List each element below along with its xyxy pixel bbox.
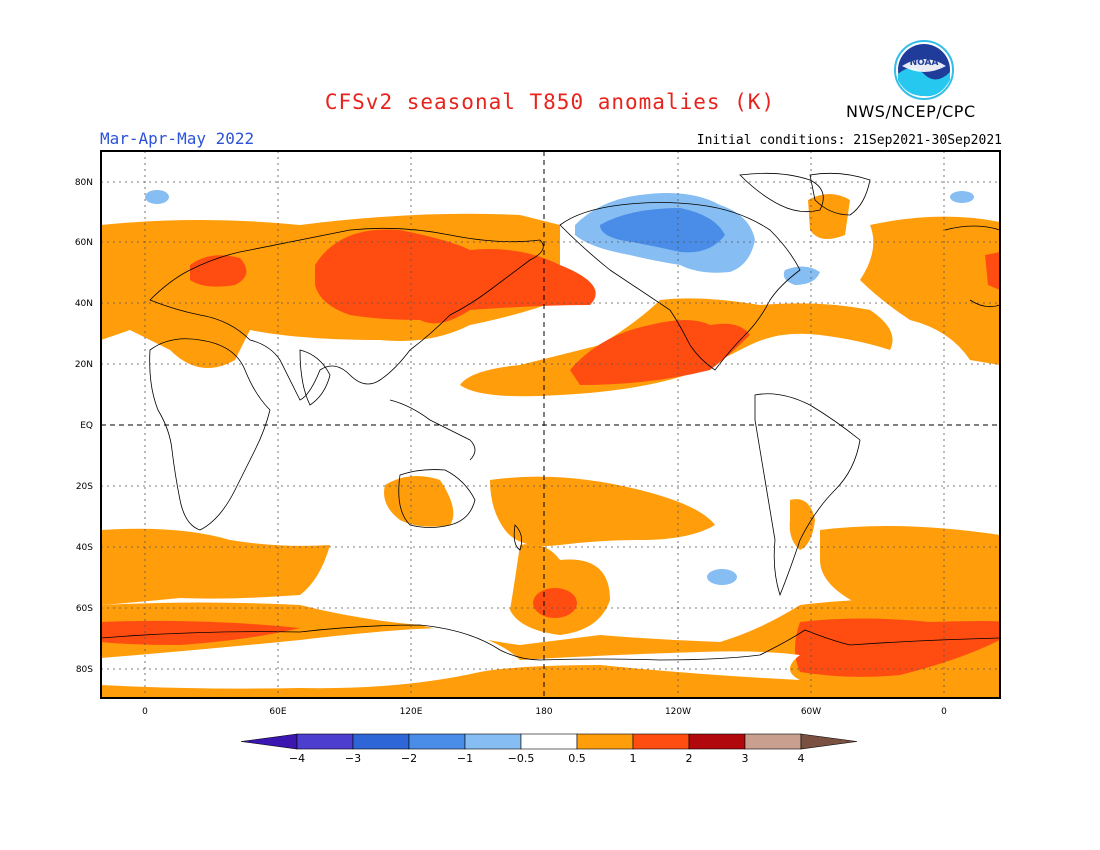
colorbar-label: −2	[401, 752, 417, 765]
colorbar-label: −3	[345, 752, 361, 765]
colorbar-label: 0.5	[568, 752, 586, 765]
colorbar-swatch	[744, 733, 802, 750]
forecast-period: Mar-Apr-May 2022	[100, 129, 255, 148]
reference-lines	[101, 151, 1000, 698]
colorbar: −4 −3 −2 −1 −0.5 0.5 1 2 3 4	[240, 733, 858, 765]
lon-label: 180	[535, 707, 552, 717]
lat-label: 60S	[76, 604, 93, 614]
lat-label: 20S	[76, 482, 93, 492]
lat-label: 80N	[75, 178, 93, 188]
colorbar-label: 1	[630, 752, 637, 765]
colorbar-swatch	[576, 733, 634, 750]
colorbar-swatch	[240, 733, 298, 750]
agency-label: NWS/NCEP/CPC	[846, 102, 976, 121]
coastlines	[101, 172, 1000, 661]
colorbar-label: 4	[798, 752, 805, 765]
graticule	[101, 151, 1000, 698]
lat-label: 20N	[75, 360, 93, 370]
lat-label: 40N	[75, 299, 93, 309]
colorbar-label: −1	[457, 752, 473, 765]
colorbar-label: 2	[686, 752, 693, 765]
chart-title: CFSv2 seasonal T850 anomalies (K)	[324, 90, 776, 114]
colorbar-label: 3	[742, 752, 749, 765]
lat-label: 40S	[76, 543, 93, 553]
initial-conditions: Initial conditions: 21Sep2021-30Sep2021	[696, 133, 1002, 148]
lon-label: 0	[941, 707, 947, 717]
lon-label: 60W	[801, 707, 821, 717]
lat-label: 60N	[75, 238, 93, 248]
lat-label: EQ	[80, 421, 93, 431]
map-frame	[100, 150, 1001, 699]
colorbar-swatch	[800, 733, 858, 750]
lon-label: 120W	[665, 707, 691, 717]
lon-label: 0	[142, 707, 148, 717]
colorbar-swatch	[688, 733, 746, 750]
longitude-labels: 0 60E 120E 180 120W 60W 0	[142, 707, 947, 717]
anomaly-shading	[101, 151, 1000, 698]
latitude-labels: 80N 60N 40N 20N EQ 20S 40S 60S 80S	[75, 178, 93, 675]
colorbar-swatch	[352, 733, 410, 750]
colorbar-label: −4	[289, 752, 305, 765]
svg-text:NOAA: NOAA	[910, 58, 939, 68]
colorbar-label: −0.5	[508, 752, 535, 765]
noaa-logo: NOAA	[894, 40, 954, 100]
colorbar-swatch	[632, 733, 690, 750]
colorbar-swatch	[296, 733, 354, 750]
lon-label: 120E	[400, 707, 423, 717]
lon-label: 60E	[269, 707, 286, 717]
colorbar-swatch	[464, 733, 522, 750]
colorbar-swatch	[520, 733, 578, 750]
lat-label: 80S	[76, 665, 93, 675]
colorbar-swatch	[408, 733, 466, 750]
